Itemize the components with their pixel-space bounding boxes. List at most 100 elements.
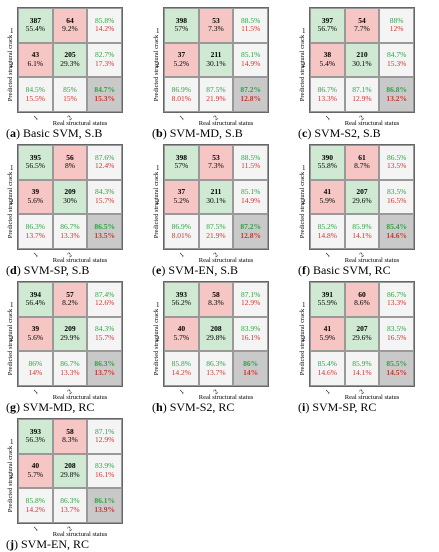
cell-percent: 8.3%: [208, 298, 224, 308]
x-axis-label: Real structural status: [198, 120, 254, 127]
x-axis-label: Real structural status: [52, 394, 108, 401]
precision-value: 83.5%: [386, 324, 407, 334]
cell-false-negative: 37 5.2%: [164, 42, 199, 78]
cell-count: 205: [64, 50, 76, 60]
accuracy-value: 87.2%: [240, 85, 261, 95]
cell-total-accuracy: 86.5% 13.5%: [87, 214, 122, 249]
y-tick-1: 1: [10, 301, 14, 309]
confusion-matrix: 393 56.3% 58 8.3% 87.1% 12.9% 40 5.7% 20…: [17, 418, 123, 524]
cell-percent: 30.1%: [352, 58, 372, 68]
cell-percent: 56.5%: [25, 161, 46, 171]
cell-percent: 29.8%: [60, 469, 80, 479]
panel-title: SVM-S2, S.B: [314, 126, 381, 140]
cell-col2-summary: 85.9% 14.1%: [344, 351, 380, 386]
cell-percent: 30.1%: [206, 58, 226, 68]
cell-row1-summary: 87.1% 12.9%: [87, 419, 122, 454]
x-axis-label: Real structural status: [198, 394, 254, 401]
y-tick-1: 1: [302, 164, 306, 172]
error-value: 14.2%: [25, 504, 46, 514]
confusion-matrix: 398 57% 53 7.3% 88.5% 11.5% 37 5.2% 211 …: [163, 7, 269, 113]
recall-value: 85%: [63, 85, 77, 95]
panel-letter: j: [10, 537, 14, 551]
error-value: 16.5%: [386, 195, 407, 205]
cell-true-positive: 394 56.4%: [18, 282, 53, 317]
cell-percent: 5.2%: [173, 58, 190, 68]
cell-row2-summary: 84.7% 15.3%: [379, 42, 414, 78]
cell-count: 58: [66, 426, 74, 436]
error-value: 13.9%: [94, 504, 115, 514]
error-value: 15.7%: [94, 195, 115, 205]
cell-col1-summary: 86.7% 13.3%: [310, 77, 345, 112]
panel-caption: (d) SVM-SP, S.B: [6, 263, 90, 277]
error-value: 14.9%: [240, 195, 261, 205]
cell-count: 207: [356, 187, 368, 197]
panel-title: SVM-MD, S.B: [169, 126, 243, 140]
cell-true-negative: 207 29.6%: [344, 316, 380, 352]
cell-count: 207: [356, 324, 368, 334]
cell-false-positive: 54 7.7%: [344, 8, 380, 43]
confusion-matrix-panel-a: Predicted structural crack 1 2 387 55.4%…: [0, 2, 146, 140]
cell-total-accuracy: 85.5% 14.5%: [379, 351, 414, 386]
y-tick-1: 1: [302, 27, 306, 35]
cell-count: 58: [212, 289, 220, 299]
recall-value: 87.5%: [206, 85, 226, 95]
error-value: 12.8%: [240, 230, 261, 240]
cell-count: 211: [210, 187, 222, 197]
error-value: 12.4%: [94, 161, 115, 171]
cell-true-positive: 398 57%: [164, 145, 199, 180]
panel-title: SVM-SP, S.B: [23, 263, 90, 277]
cell-col1-summary: 86.9% 8.01%: [164, 214, 199, 249]
cell-percent: 29.3%: [60, 58, 80, 68]
precision-value: 84.7%: [386, 50, 407, 60]
cell-percent: 56.2%: [171, 298, 192, 308]
recall-value: 86.3%: [60, 496, 80, 506]
cell-true-negative: 210 30.1%: [344, 42, 380, 78]
cell-percent: 56.7%: [317, 24, 338, 34]
error-value: 12.8%: [240, 93, 261, 103]
y-tick-2: 2: [302, 198, 306, 206]
accuracy-value: 86.1%: [94, 496, 115, 506]
cell-percent: 7.7%: [354, 24, 370, 34]
recall-value: 86.9%: [171, 85, 192, 95]
cell-false-negative: 40 5.7%: [18, 453, 53, 489]
cell-percent: 8.6%: [354, 298, 370, 308]
cell-count: 40: [177, 324, 186, 334]
cell-row2-summary: 83.5% 16.5%: [379, 316, 414, 352]
panel-title: Basic SVM, S.B: [23, 126, 103, 140]
error-value: 14.2%: [94, 24, 115, 34]
cell-true-positive: 397 56.7%: [310, 8, 345, 43]
error-value: 13.5%: [94, 230, 115, 240]
cell-row1-summary: 85.8% 14.2%: [87, 8, 122, 43]
cell-row1-summary: 87.6% 12.4%: [87, 145, 122, 180]
cell-col2-summary: 86.7% 13.3%: [52, 214, 88, 249]
cell-count: 393: [175, 289, 187, 299]
panel-title: SVM-SP, RC: [312, 400, 377, 414]
cell-percent: 55.8%: [317, 161, 338, 171]
error-value: 15.3%: [94, 93, 115, 103]
panel-letter: d: [10, 263, 17, 277]
cell-false-positive: 53 7.3%: [198, 145, 234, 180]
cell-count: 397: [321, 15, 333, 25]
cell-percent: 5.2%: [173, 195, 190, 205]
cell-count: 393: [29, 426, 41, 436]
cell-count: 39: [31, 187, 40, 197]
error-value: 14.5%: [386, 367, 407, 377]
cell-true-positive: 395 56.5%: [18, 145, 53, 180]
error-value: 8.01%: [171, 93, 192, 103]
cell-true-negative: 208 29.8%: [52, 453, 88, 489]
error-value: 15.3%: [386, 58, 407, 68]
recall-value: 85.8%: [171, 359, 192, 369]
recall-value: 87.1%: [352, 85, 372, 95]
cell-count: 40: [31, 461, 40, 471]
cell-true-negative: 205 29.3%: [52, 42, 88, 78]
recall-value: 84.5%: [25, 85, 46, 95]
cell-row1-summary: 86.7% 13.3%: [379, 282, 414, 317]
cell-false-positive: 60 8.6%: [344, 282, 380, 317]
precision-value: 88.5%: [240, 15, 261, 25]
precision-value: 86.5%: [386, 152, 407, 162]
cell-count: 53: [212, 15, 220, 25]
y-tick-2: 2: [10, 472, 14, 480]
recall-value: 85.2%: [317, 222, 338, 232]
precision-value: 83.9%: [240, 324, 261, 334]
cell-percent: 8.7%: [354, 161, 370, 171]
